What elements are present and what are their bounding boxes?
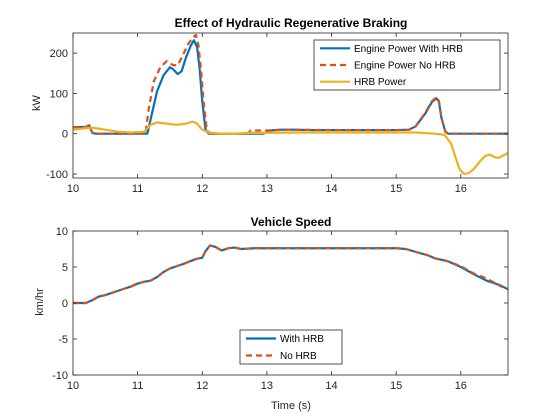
legend-entry: Engine Power With HRB bbox=[354, 44, 463, 55]
x-tick-label: 12 bbox=[196, 183, 208, 195]
y-tick-label: -5 bbox=[58, 334, 68, 346]
x-tick-label: 14 bbox=[325, 183, 337, 195]
x-tick-label: 16 bbox=[455, 380, 467, 392]
y-tick-label: 100 bbox=[50, 88, 68, 100]
y-tick-label: 10 bbox=[56, 226, 68, 238]
series-line-1-1 bbox=[73, 244, 508, 305]
y-tick-label: -10 bbox=[52, 370, 68, 382]
x-tick-label: 16 bbox=[455, 183, 467, 195]
y-tick-label: -100 bbox=[46, 169, 68, 181]
x-tick-label: 10 bbox=[67, 380, 79, 392]
y-tick-label: 0 bbox=[62, 298, 68, 310]
y-tick-label: 200 bbox=[50, 48, 68, 60]
x-tick-label: 13 bbox=[261, 380, 273, 392]
y-axis-label-power: kW bbox=[31, 94, 43, 111]
x-tick-label: 12 bbox=[196, 380, 208, 392]
x-axis-label-speed: Time (s) bbox=[271, 400, 311, 412]
series-line-0-1 bbox=[73, 33, 508, 135]
x-tick-label: 13 bbox=[261, 183, 273, 195]
y-tick-label: 0 bbox=[62, 129, 68, 141]
axes-speed: Vehicle Speed km/hr Time (s) 10 11 12 13 14 1… bbox=[34, 215, 509, 412]
legend: Engine Power With HRB Engine Power No HRB… bbox=[313, 39, 501, 91]
y-tick-label: 5 bbox=[62, 262, 68, 274]
series-line-0-2 bbox=[73, 120, 508, 176]
x-tick-label: 11 bbox=[132, 380, 143, 392]
axes-box bbox=[72, 32, 509, 179]
x-tick-label: 15 bbox=[390, 380, 402, 392]
legend-entry: Engine Power No HRB bbox=[354, 61, 456, 72]
legend: With HRB No HRB bbox=[239, 329, 343, 365]
x-tick-label: 10 bbox=[67, 183, 79, 195]
legend-entry: With HRB bbox=[280, 334, 324, 345]
chart-title-power: Effect of Hydraulic Regenerative Braking bbox=[175, 16, 408, 30]
y-axis-label-speed: km/hr bbox=[34, 288, 46, 316]
legend-box bbox=[239, 329, 343, 365]
x-tick-label: 15 bbox=[390, 183, 402, 195]
x-tick-label: 14 bbox=[325, 380, 337, 392]
x-tick-label: 11 bbox=[132, 183, 143, 195]
legend-entry: No HRB bbox=[280, 351, 317, 362]
chart-title-speed: Vehicle Speed bbox=[251, 215, 332, 229]
axes-power: Effect of Hydraulic Regenerative Braking… bbox=[31, 16, 509, 195]
legend-entry: HRB Power bbox=[354, 77, 407, 88]
